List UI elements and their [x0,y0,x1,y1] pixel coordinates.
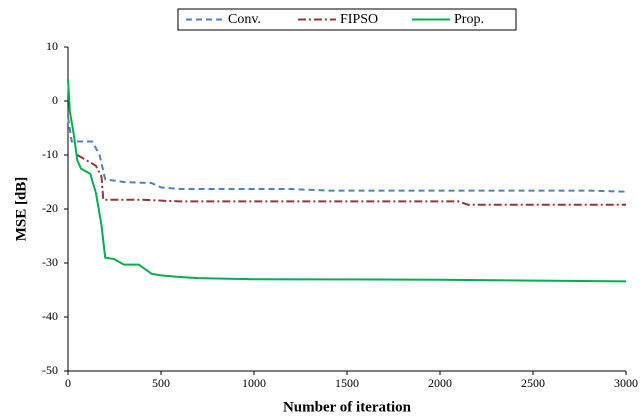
x-tick-label: 0 [65,376,71,390]
x-tick-label: 2000 [428,376,452,390]
x-tick-label: 1500 [335,376,359,390]
series-line [76,154,626,206]
x-tick-label: 2500 [521,376,545,390]
y-tick-label: 10 [46,39,58,53]
x-tick-label: 3000 [614,376,638,390]
x-axis-label: Number of iteration [283,399,412,415]
y-tick-label: -50 [42,363,58,377]
y-tick-label: -20 [42,201,58,215]
x-tick-label: 500 [152,376,170,390]
y-axis-label: MSE [dB] [13,177,29,242]
legend-label: Conv. [228,12,261,27]
legend-label: FIPSO [340,12,378,27]
series-line [67,117,627,193]
y-tick-label: -40 [42,309,58,323]
series-line [67,79,627,283]
legend-label: Prop. [454,12,484,27]
legend-box [177,8,517,31]
y-tick-label: -30 [42,255,58,269]
y-tick-label: 0 [52,93,58,107]
y-tick-label: -10 [42,147,58,161]
x-tick-label: 1000 [242,376,266,390]
